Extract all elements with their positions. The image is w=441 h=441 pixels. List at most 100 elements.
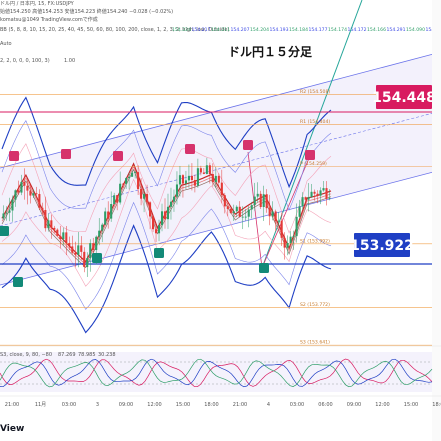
- candle-body: [53, 227, 56, 230]
- candle-body: [160, 211, 164, 226]
- candle-body: [122, 183, 125, 185]
- candle-body: [11, 199, 14, 211]
- candle-body: [47, 220, 50, 229]
- candle-body: [59, 235, 62, 240]
- band-line: [1, 143, 332, 234]
- oscillator-line: [0, 358, 433, 388]
- indicator-line2: Auto: [0, 41, 12, 47]
- candle-body: [17, 190, 20, 193]
- oscillator-name: S3, close, 9, 80, −80: [0, 352, 52, 358]
- swing-line-1: [247, 151, 263, 269]
- time-tick-label: 15:00: [404, 402, 418, 408]
- candle-body: [190, 175, 193, 181]
- swing-high-marker: [185, 144, 195, 154]
- candle-body: [125, 178, 128, 184]
- candle-body: [214, 175, 217, 183]
- candle-body: [193, 180, 196, 186]
- candle-body: [143, 193, 146, 199]
- oscillator-line: [0, 358, 433, 388]
- indicator-line3: 2, 2, 0, 0, 0, 100, 3): [0, 58, 50, 64]
- moving-average: [1, 165, 332, 266]
- time-tick-label: 12:00: [375, 402, 389, 408]
- pivot-label: S1 (153.992): [300, 238, 330, 244]
- candle-body: [247, 209, 250, 217]
- moving-average: [1, 168, 332, 269]
- candle-body: [217, 175, 220, 183]
- candle-body: [56, 229, 59, 236]
- candle-body: [146, 193, 149, 203]
- time-axis[interactable]: 21:00 11月 03:00 3 09:00 12:00 15:00 18:00 21:00 4…: [5, 402, 441, 408]
- candle-body: [131, 172, 134, 177]
- candle-body: [232, 211, 235, 213]
- candle-body: [262, 194, 265, 208]
- candle-body: [119, 183, 122, 203]
- candle-body: [175, 184, 179, 197]
- swing-markers: [0, 140, 315, 287]
- candle-body: [241, 216, 244, 218]
- time-tick-label: 09:00: [119, 402, 133, 408]
- time-tick-label: 18:00: [432, 402, 441, 408]
- time-tick-label: 03:00: [62, 402, 76, 408]
- candle-body: [20, 181, 23, 193]
- candle-body: [316, 193, 319, 196]
- candle-body: [29, 190, 32, 196]
- watermark-credit: komatsu@1049 TradingView.comで作成: [0, 16, 98, 23]
- pivot-label: S3 (153.641): [300, 340, 330, 346]
- oscillator-lines: [0, 358, 433, 388]
- candle-body: [149, 202, 152, 217]
- candle-body: [8, 210, 11, 213]
- candle-body: [35, 193, 38, 195]
- top-row-value: 154.172: [348, 27, 367, 33]
- time-tick-label: 09:00: [347, 402, 361, 408]
- candle-body: [283, 237, 286, 248]
- candle-body: [71, 246, 74, 253]
- candle-body: [62, 232, 65, 240]
- candle-body: [83, 251, 86, 268]
- candle-body: [250, 205, 253, 210]
- candle-body: [86, 257, 89, 268]
- candle-body: [286, 243, 289, 248]
- candle-body: [44, 209, 47, 229]
- band-line: [1, 120, 332, 211]
- top-row-value: 154.211: [211, 27, 230, 33]
- candle-body: [253, 196, 256, 206]
- candle-body: [280, 220, 283, 238]
- candle-body: [23, 181, 26, 186]
- candle-body: [80, 245, 83, 252]
- candle-body: [166, 206, 170, 220]
- indicator-value: 1.00: [64, 58, 75, 64]
- candle-body: [289, 236, 292, 244]
- time-tick-label: 11月: [35, 402, 46, 408]
- candle-body: [205, 165, 208, 174]
- swing-high-marker: [9, 151, 19, 161]
- candle-body: [187, 175, 190, 181]
- top-row-value: 154.204: [250, 27, 269, 33]
- candle-body: [38, 194, 41, 208]
- candle-body: [89, 243, 92, 258]
- oscillator-line: [0, 358, 433, 388]
- top-row-value: 154.193: [270, 27, 289, 33]
- candle-body: [154, 229, 158, 234]
- candle-body: [313, 191, 316, 194]
- oscillator-value-1: 87.269: [58, 352, 76, 358]
- swing-low-marker: [92, 253, 102, 263]
- top-row-value: 154.207: [231, 27, 250, 33]
- swing-low-marker: [154, 248, 164, 258]
- time-tick-label: 18:00: [204, 402, 218, 408]
- candle-body: [202, 172, 205, 174]
- top-row-value: 154.291: [387, 27, 406, 33]
- time-tick-label: 12:00: [147, 402, 161, 408]
- swing-high-marker: [305, 150, 315, 160]
- price-scale[interactable]: [432, 0, 441, 441]
- candle-body: [184, 180, 187, 184]
- candle-body: [268, 208, 271, 217]
- candle-body: [26, 185, 29, 191]
- top-row-value: 154.090: [406, 27, 425, 33]
- candle-body: [116, 195, 119, 203]
- candle-body: [41, 207, 44, 210]
- candle-body: [157, 225, 161, 234]
- candle-body: [68, 242, 71, 247]
- time-tick-label: 06:00: [318, 402, 332, 408]
- candle-body: [140, 188, 143, 199]
- candle-body: [292, 236, 295, 237]
